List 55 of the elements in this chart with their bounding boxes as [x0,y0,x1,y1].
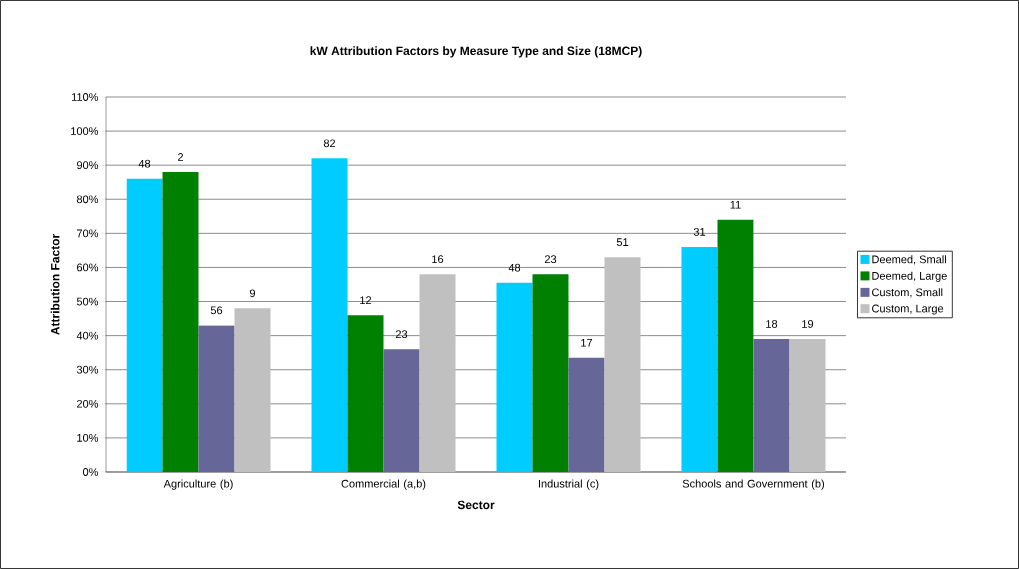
legend-label: Deemed, Small [872,255,946,265]
bar [234,308,271,472]
bar [532,274,569,472]
annotation: 56 [210,306,223,315]
bar [753,339,790,472]
y-tick-label: 100% [71,127,99,135]
y-tick-label: 30% [76,365,99,374]
bar [162,171,199,472]
x-tick-label: Commercial (a,b) [341,479,426,490]
bar [311,158,348,472]
x-tick-label: Industrial (c) [538,479,599,490]
bar [681,246,718,472]
annotation: 48 [138,159,151,168]
annotation: 48 [508,263,521,272]
annotation: 23 [395,330,408,339]
legend-label: Deemed, Large [872,271,947,282]
y-tick-label: 10% [77,434,99,442]
y-tick-label: 70% [77,229,99,238]
y-tick-label: 40% [76,331,99,340]
y-tick-label: 60% [77,263,99,272]
y-tick-label: 80% [76,195,99,204]
bar [347,315,384,472]
x-tick-label: Agriculture (b) [163,479,233,490]
legend-label: Custom, Large [872,304,944,315]
y-tick-label: 20% [77,399,99,408]
annotation: 82 [323,139,336,148]
y-tick-label: 110% [71,93,99,101]
x-axis-title: Sector [457,500,495,510]
annotation: 23 [544,255,557,264]
bar [419,274,456,472]
bar [198,325,235,472]
y-axis-title: Attribution Factor [50,234,60,335]
annotation: 12 [360,296,372,304]
bar [604,257,641,472]
annotation: 51 [616,238,629,247]
legend-label: Custom, Small [872,288,943,298]
y-tick-label: 0% [83,468,99,476]
annotation: 31 [693,228,706,236]
annotation: 18 [766,320,778,328]
annotation: 19 [802,320,814,328]
bar [568,357,605,472]
bar [717,219,754,472]
annotation: 11 [730,200,741,209]
x-tick-label: Schools and Government (b) [682,479,825,490]
chart-title: kW Attribution Factors by Measure Type and Size (18MCP) [310,46,642,58]
annotation: 2 [178,153,184,161]
bar [383,349,420,472]
annotation: 17 [581,339,593,347]
bar [496,282,533,472]
bar [789,339,826,472]
y-tick-label: 50% [76,297,99,306]
y-tick-label: 90% [76,161,99,170]
bar [126,178,163,472]
annotation: 16 [432,255,444,264]
annotation: 9 [249,289,256,298]
